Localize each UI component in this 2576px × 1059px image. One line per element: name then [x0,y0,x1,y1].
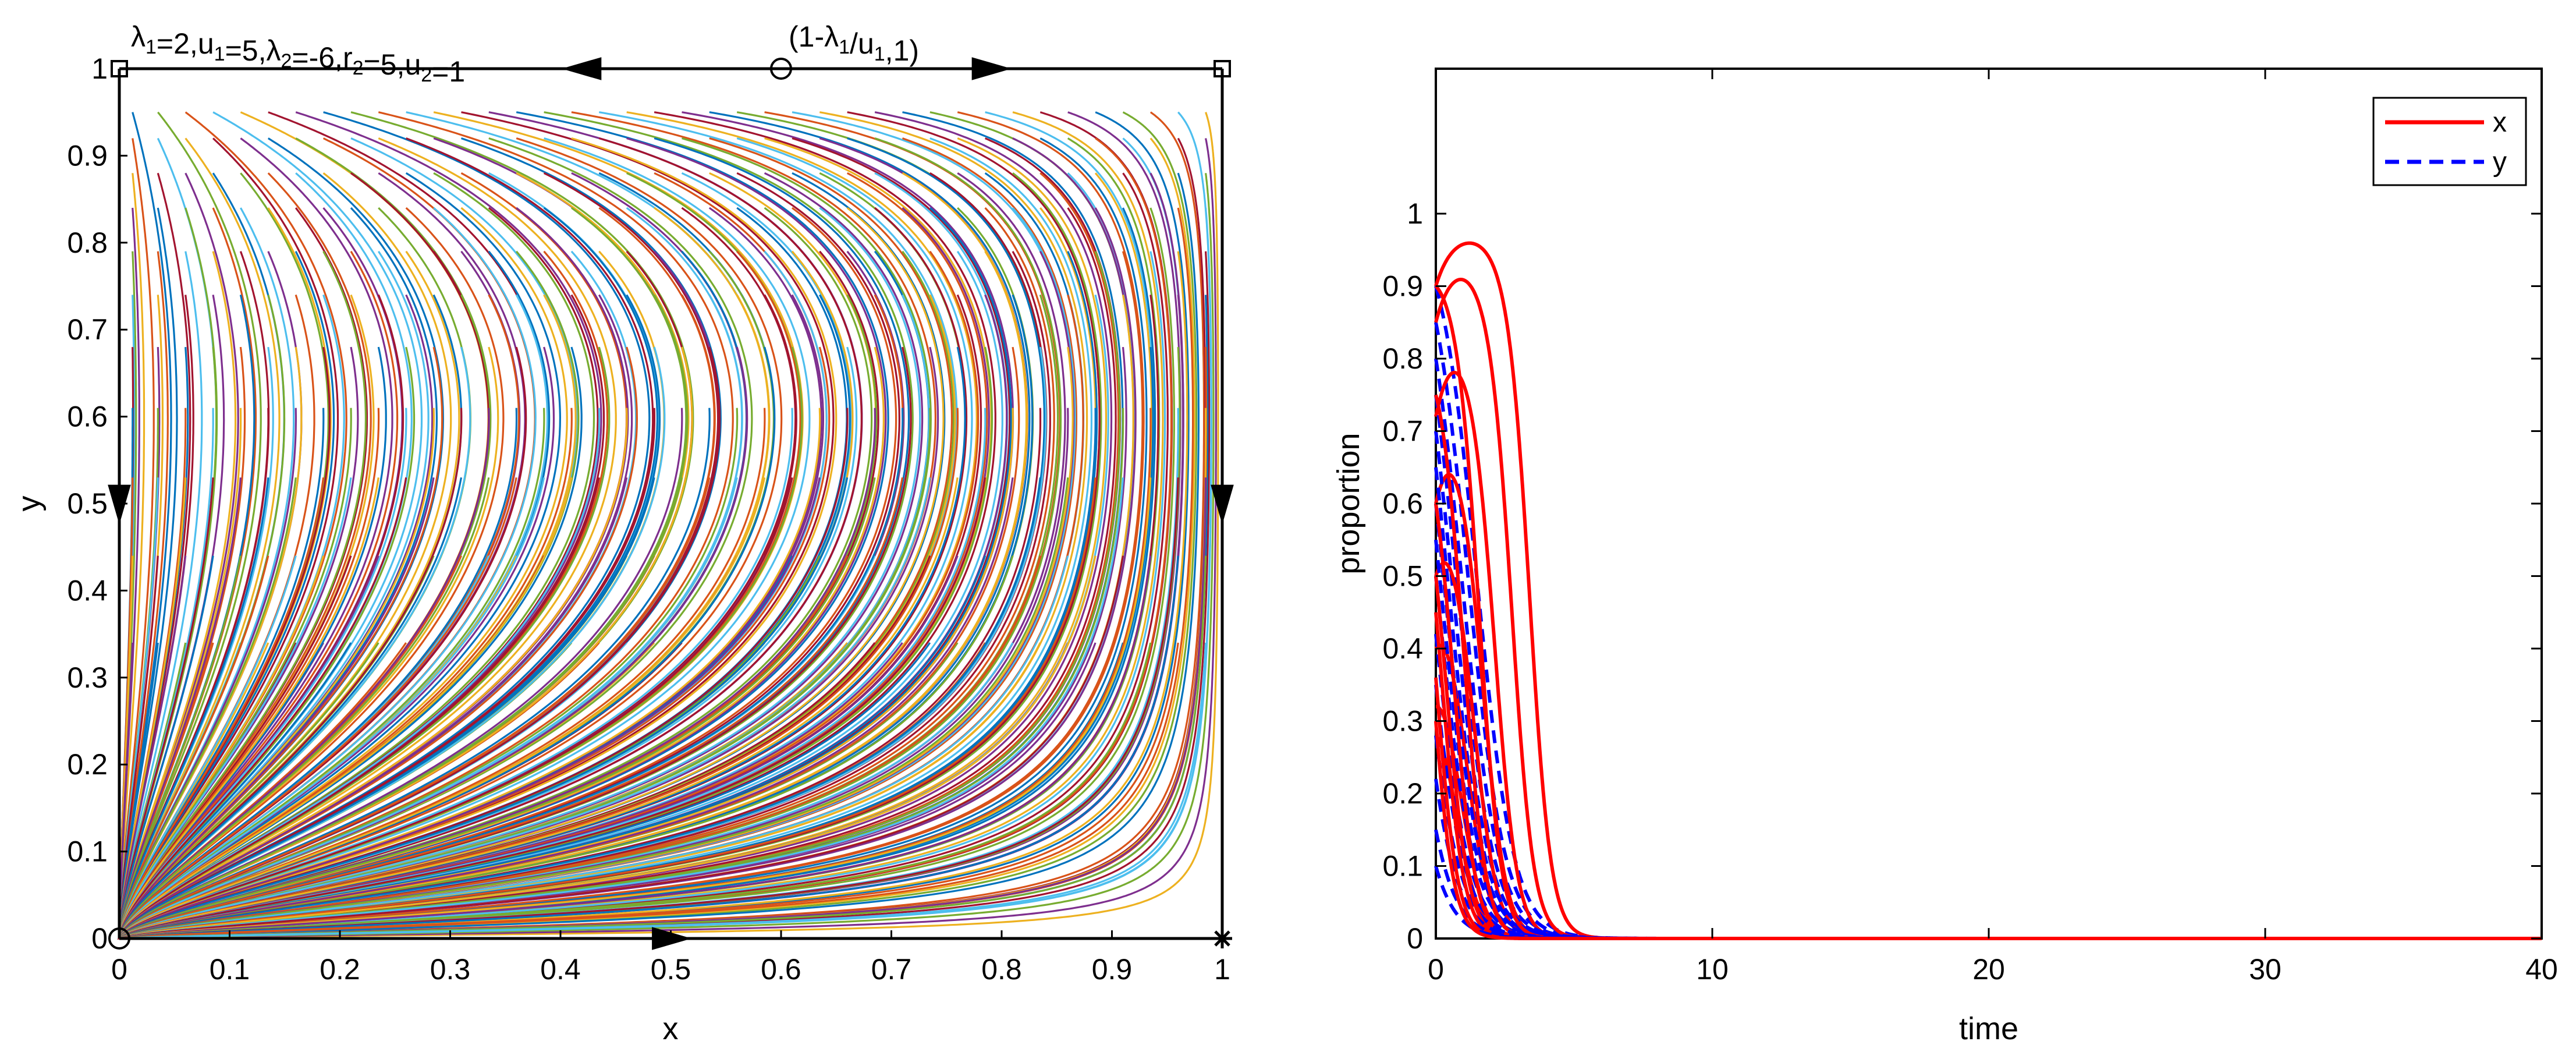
parameter-label: λ1=2,u1=5,λ2=-6,r2=5,u2=1 [131,20,465,88]
x-tick-group: 0 0.1 0.2 0.3 0.4 0.5 0.6 0.7 0.8 0.9 1 [111,930,1230,986]
x-tick-label: 40 [2525,953,2558,986]
x-tick-label: 0.7 [871,953,912,986]
x-tick-label: 30 [2249,953,2282,986]
phase-marks [108,57,1234,950]
x-tick-label: 20 [1972,953,2005,986]
y-tick-label: 0.9 [67,139,108,172]
x-tick-group: 0 10 20 30 40 [1428,69,2558,986]
equilibrium-marker [1214,60,1231,77]
direction-arrow [652,927,692,950]
x-tick-label: 0.2 [320,953,360,986]
x-tick-label: 0.1 [210,953,250,986]
y-tick-label: 0.2 [67,748,108,781]
direction-arrow [108,484,131,525]
plot-frame [1435,68,2543,940]
y-tick-label: 0.9 [1382,270,1423,303]
y-tick-label: 0.1 [1382,850,1423,883]
equilibrium-marker [108,927,130,950]
y-tick-label: 0.4 [67,574,108,607]
y-tick-label: 0.8 [67,226,108,259]
y-tick-group: 0 0.1 0.2 0.3 0.4 0.5 0.6 0.7 0.8 0.9 1 [67,52,127,955]
y-tick-label: 0.3 [67,661,108,694]
fixed-point-label: (1-λ1/u1,1) [789,20,919,67]
x-tick-label: 0.9 [1092,953,1133,986]
equilibrium-marker [770,58,792,80]
legend-y-label: y [2493,147,2507,178]
y-tick-label: 0.8 [1382,342,1423,375]
y-tick-label: 0.7 [1382,415,1423,448]
y-tick-label: 0.6 [67,401,108,433]
y-axis-label: y [12,496,47,512]
x-tick-label: 0.6 [761,953,801,986]
y-tick-label: 0.2 [1382,777,1423,810]
direction-arrow [971,57,1012,80]
x-axis-label: time [1959,1011,2018,1046]
y-tick-label: 0.5 [1382,560,1423,593]
direction-arrow [1211,484,1234,525]
legend-x-label: x [2493,107,2507,138]
y-tick-label: 0 [1407,922,1423,955]
y-tick-label: 0.6 [1382,487,1423,520]
x-axis-label: x [663,1011,679,1046]
x-tick-label: 10 [1696,953,1729,986]
y-tick-group: 0 0.1 0.2 0.3 0.4 0.5 0.6 0.7 0.8 0.9 1 [1382,197,2542,955]
legend: x y [2372,97,2527,186]
y-tick-label: 0.1 [67,835,108,868]
phase-portrait-chart: 0 0.1 0.2 0.3 0.4 0.5 0.6 0.7 0.8 0.9 1 0 0.1 0.2 0.3… [12,20,1234,1046]
y-axis-label: proportion [1331,433,1366,574]
x-tick-label: 0.8 [981,953,1022,986]
direction-arrow [561,57,602,80]
legend-box [2372,97,2527,186]
x-tick-label: 0.4 [540,953,581,986]
y-tick-label: 0 [91,922,108,955]
x-tick-label: 0.5 [651,953,691,986]
y-tick-label: 0.4 [1382,632,1423,665]
y-tick-label: 1 [91,52,108,85]
time-series-chart: 0 10 20 30 40 00.10.20.30.40.50.60.70.80.91 … [1331,68,2558,1046]
x-tick-label: 0 [1428,953,1444,986]
x-tick-label: 0.3 [430,953,471,986]
y-tick-label: 1 [1407,197,1423,230]
y-tick-label: 0.5 [67,487,108,520]
x-tick-label: 0 [111,953,127,986]
y-tick-label: 0.3 [1382,705,1423,738]
x-tick-label: 1 [1214,953,1230,986]
y-tick-label: 0.7 [67,313,108,346]
